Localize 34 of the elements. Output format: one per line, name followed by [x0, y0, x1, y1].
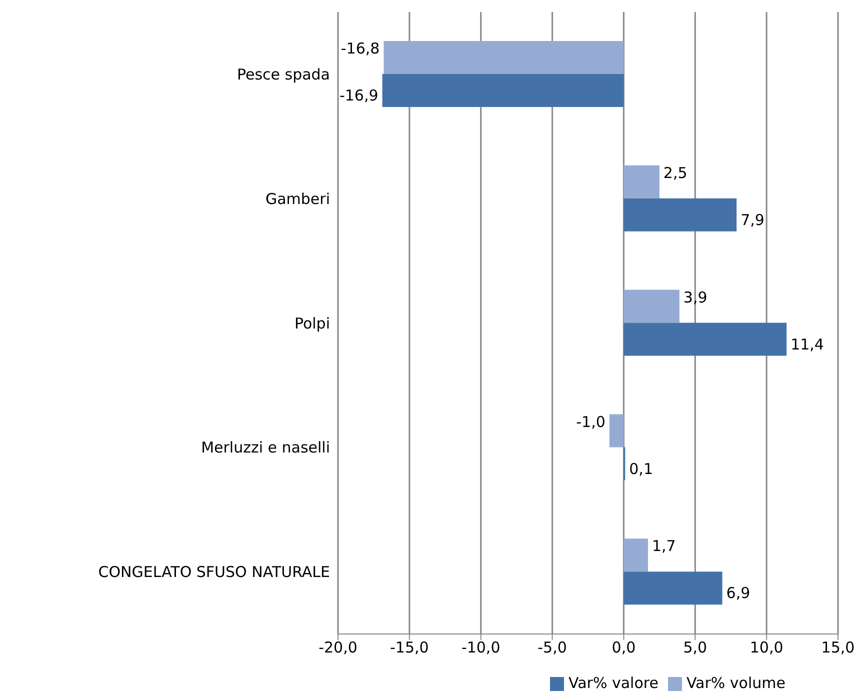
y-tick-label: Gamberi — [265, 190, 330, 208]
bar — [624, 290, 680, 323]
data-label: 7,9 — [740, 210, 764, 230]
bar — [624, 198, 737, 232]
bar — [624, 165, 660, 198]
x-tick-label: -10,0 — [461, 638, 500, 657]
x-tick-label: 0,0 — [612, 638, 636, 657]
data-label: 3,9 — [683, 288, 708, 306]
data-label: -16,8 — [340, 40, 380, 58]
x-tick-label: 5,0 — [683, 638, 708, 657]
data-label: 0,1 — [629, 460, 653, 478]
bar — [384, 41, 624, 74]
bar — [624, 572, 722, 605]
bar — [382, 74, 624, 107]
bar — [609, 414, 624, 448]
bar — [624, 538, 648, 572]
data-label: 6,9 — [726, 584, 750, 602]
x-tick-label: 15,0 — [821, 638, 855, 657]
bar — [624, 322, 787, 356]
legend-label: Var% volume — [686, 674, 786, 692]
legend-label: Var% valore — [568, 674, 658, 692]
x-tick-label: -15,0 — [390, 638, 429, 657]
x-tick-label: -20,0 — [318, 638, 358, 657]
y-tick-label: CONGELATO SFUSO NATURALE — [98, 563, 330, 582]
data-label: -16,9 — [339, 86, 378, 105]
data-label: 1,7 — [652, 537, 676, 556]
data-label: 11,4 — [790, 335, 824, 354]
y-tick-label: Merluzzi e naselli — [201, 438, 330, 457]
y-tick-label: Pesce spada — [236, 66, 330, 84]
data-label: 2,5 — [663, 164, 688, 182]
x-tick-label: 10,0 — [750, 638, 784, 657]
x-tick-label: -5,0 — [538, 638, 567, 657]
y-tick-label: Polpi — [294, 314, 330, 332]
data-label: -1,0 — [576, 412, 606, 431]
